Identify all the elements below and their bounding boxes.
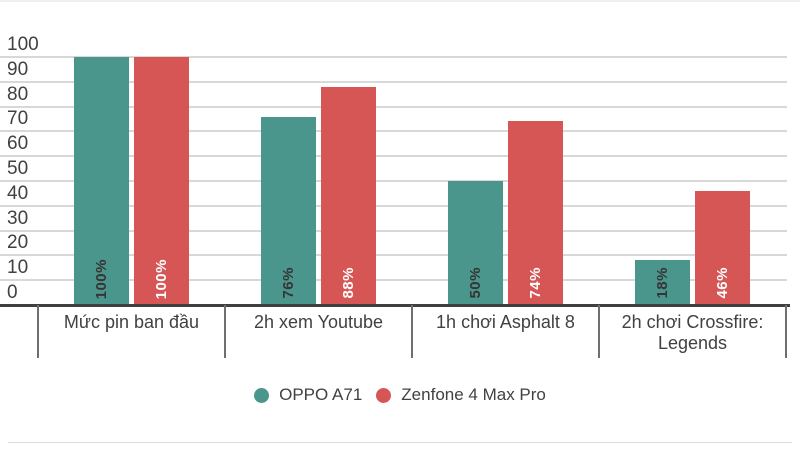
x-category-label: 2h xem Youtube: [253, 312, 384, 332]
gridline: [0, 130, 787, 133]
x-category-label: Mức pin ban đầu: [63, 312, 200, 332]
bar-zenfone-4-max-pro: 100%: [134, 57, 189, 305]
y-tick-label: 80: [7, 83, 29, 105]
x-category-label: 1h chơi Asphalt 8: [436, 312, 575, 332]
bar-value-label-wrap: 50%: [448, 267, 503, 299]
bar-value-label-wrap: 76%: [261, 267, 316, 299]
legend-color-dot-icon: [376, 387, 392, 403]
y-tick-label: 100: [7, 34, 39, 55]
y-tick-label: 0: [7, 282, 18, 303]
bar-zenfone-4-max-pro: 88%: [321, 86, 376, 305]
y-tick-label: 10: [7, 257, 29, 279]
bar-value-label-wrap: 46%: [695, 267, 750, 299]
gridline: [0, 56, 787, 58]
bar-value-label-wrap: 74%: [508, 267, 563, 299]
category-divider: [598, 305, 600, 358]
bar-value-label: 18%: [654, 267, 671, 299]
bar-value-label: 76%: [280, 267, 297, 299]
category-divider: [785, 305, 787, 358]
y-tick-label: 50: [7, 158, 29, 179]
y-tick-label: 60: [7, 133, 29, 155]
bar-value-label: 50%: [467, 267, 484, 299]
gridline: [0, 80, 787, 83]
legend-item-zenfone-4-max-pro: Zenfone 4 Max Pro: [376, 385, 546, 405]
category-divider: [411, 305, 413, 358]
gridline: [0, 204, 787, 207]
bar-value-label: 46%: [714, 267, 731, 299]
bar-value-label: 88%: [340, 267, 357, 299]
bar-value-label: 74%: [527, 267, 544, 299]
legend-label: Zenfone 4 Max Pro: [401, 385, 546, 404]
bar-value-label-wrap: 100%: [134, 259, 189, 299]
bar-value-label-wrap: 18%: [635, 267, 690, 299]
legend-color-dot-icon: [254, 387, 270, 403]
bar-value-label: 100%: [153, 258, 170, 299]
bottom-divider: [8, 442, 792, 443]
bar-oppo-a71: 100%: [74, 57, 129, 305]
x-category-label: 2h chơi Crossfire: Legends: [621, 312, 764, 353]
gridline: [0, 254, 787, 257]
gridline: [0, 105, 787, 108]
top-divider: [0, 0, 800, 2]
gridline: [0, 229, 787, 232]
bar-oppo-a71: 18%: [635, 260, 690, 305]
bar-zenfone-4-max-pro: 74%: [508, 121, 563, 305]
bar-value-label-wrap: 88%: [321, 267, 376, 299]
y-tick-label: 40: [7, 182, 29, 204]
y-tick-label: 70: [7, 108, 29, 130]
bar-oppo-a71: 50%: [448, 181, 503, 305]
x-axis-line: [0, 304, 790, 307]
legend: OPPO A71 Zenfone 4 Max Pro: [0, 385, 800, 405]
y-tick-label: 90: [7, 58, 29, 80]
bar-value-label: 100%: [93, 258, 110, 299]
y-tick-label: 20: [7, 232, 29, 254]
legend-label: OPPO A71: [279, 385, 363, 404]
bar-oppo-a71: 76%: [261, 116, 316, 305]
gridline: [0, 180, 787, 182]
gridline: [0, 155, 787, 158]
bar-value-label-wrap: 100%: [74, 259, 129, 299]
gridline: [0, 279, 787, 282]
category-divider: [37, 305, 39, 358]
legend-item-oppo-a71: OPPO A71: [254, 385, 362, 405]
bar-zenfone-4-max-pro: 46%: [695, 190, 750, 305]
category-divider: [224, 305, 226, 358]
y-tick-label: 30: [7, 207, 29, 229]
